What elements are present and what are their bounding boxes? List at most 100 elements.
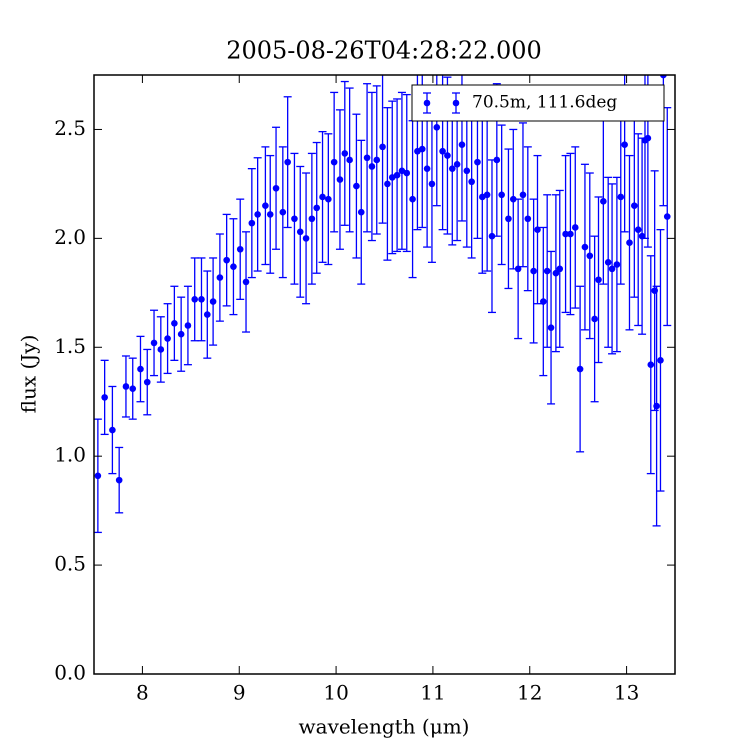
data-point [576,365,584,373]
data-point [330,158,338,166]
data-point [302,235,310,242]
data-point [122,383,130,390]
data-point [393,171,401,179]
data-point [109,426,116,434]
data-point [129,385,137,392]
data-point [604,259,612,266]
data-point [216,274,224,281]
data-point [223,256,230,264]
data-point [519,191,527,199]
data-point [543,267,551,275]
data-point [266,211,274,218]
data-point [384,180,391,188]
x-tick-label: 13 [614,681,639,705]
data-point [483,191,491,199]
data-point [242,278,250,286]
data-point [458,141,466,149]
data-point [254,211,261,218]
y-tick-label: 1.5 [54,334,86,358]
data-point [379,143,386,151]
data-point [498,191,505,199]
data-point [509,195,517,203]
data-point [530,267,537,275]
data-point [613,261,621,268]
data-point [439,147,446,155]
data-point [463,167,471,175]
data-point [272,184,280,192]
x-tick-label: 12 [517,681,542,705]
error-bar [659,75,668,207]
data-point [368,163,376,170]
data-point [660,75,667,79]
data-point [236,245,244,253]
data-point [157,346,165,353]
data-point [143,378,151,386]
data-point [634,226,642,233]
data-point [468,178,475,186]
data-point [230,263,237,270]
data-point [357,208,365,216]
data-point [184,322,192,329]
data-point [363,154,371,162]
x-tick-label: 11 [420,681,445,705]
y-tick-label: 2.5 [54,116,86,140]
data-point [591,315,598,323]
data-point [617,193,625,201]
data-point [341,150,349,157]
data-point [567,230,574,238]
data-point [474,158,481,166]
data-point [608,265,616,273]
data-point [488,232,496,240]
axes-frame [93,74,676,675]
x-tick-label: 8 [136,681,149,705]
data-point [556,265,564,273]
x-axis-label: wavelength (μm) [299,715,470,739]
data-point [547,324,555,331]
data-point [621,141,628,149]
data-point [171,320,178,327]
data-point [262,202,269,209]
data-point [353,182,360,190]
chart-title: 2005-08-26T04:28:22.000 [226,37,542,65]
y-tick-label: 0.0 [54,661,86,685]
data-point [164,335,171,342]
data-point [336,176,344,183]
data-point [325,195,332,203]
data-point [248,219,256,227]
data-point [433,123,441,131]
data-point [534,226,541,233]
legend-icon [423,99,431,107]
data-point [423,165,431,172]
data-point [101,394,108,401]
data-point [94,472,102,480]
data-point [657,357,664,364]
data-point [586,252,594,260]
data-point [308,215,316,223]
data-point [631,202,638,209]
data-point [493,156,501,164]
data-point [319,193,326,201]
data-point [346,156,353,164]
data-point [373,156,381,164]
data-point [198,296,205,303]
data-point [540,298,547,305]
data-point [505,215,512,223]
data-point [571,224,579,231]
data-point [279,208,287,216]
y-tick-label: 0.5 [54,552,86,576]
data-point [663,213,671,220]
data-point [284,158,291,166]
data-point [600,198,607,205]
data-point [115,476,123,484]
data-point [644,134,652,142]
data-point [448,165,456,172]
data-point [291,215,298,223]
data-point [428,180,436,188]
legend-label: 70.5m, 111.6deg [472,93,617,113]
data-point [647,361,655,368]
data-point [137,365,144,373]
data-point [444,152,451,159]
data-point [191,296,199,303]
data-point [177,330,185,338]
